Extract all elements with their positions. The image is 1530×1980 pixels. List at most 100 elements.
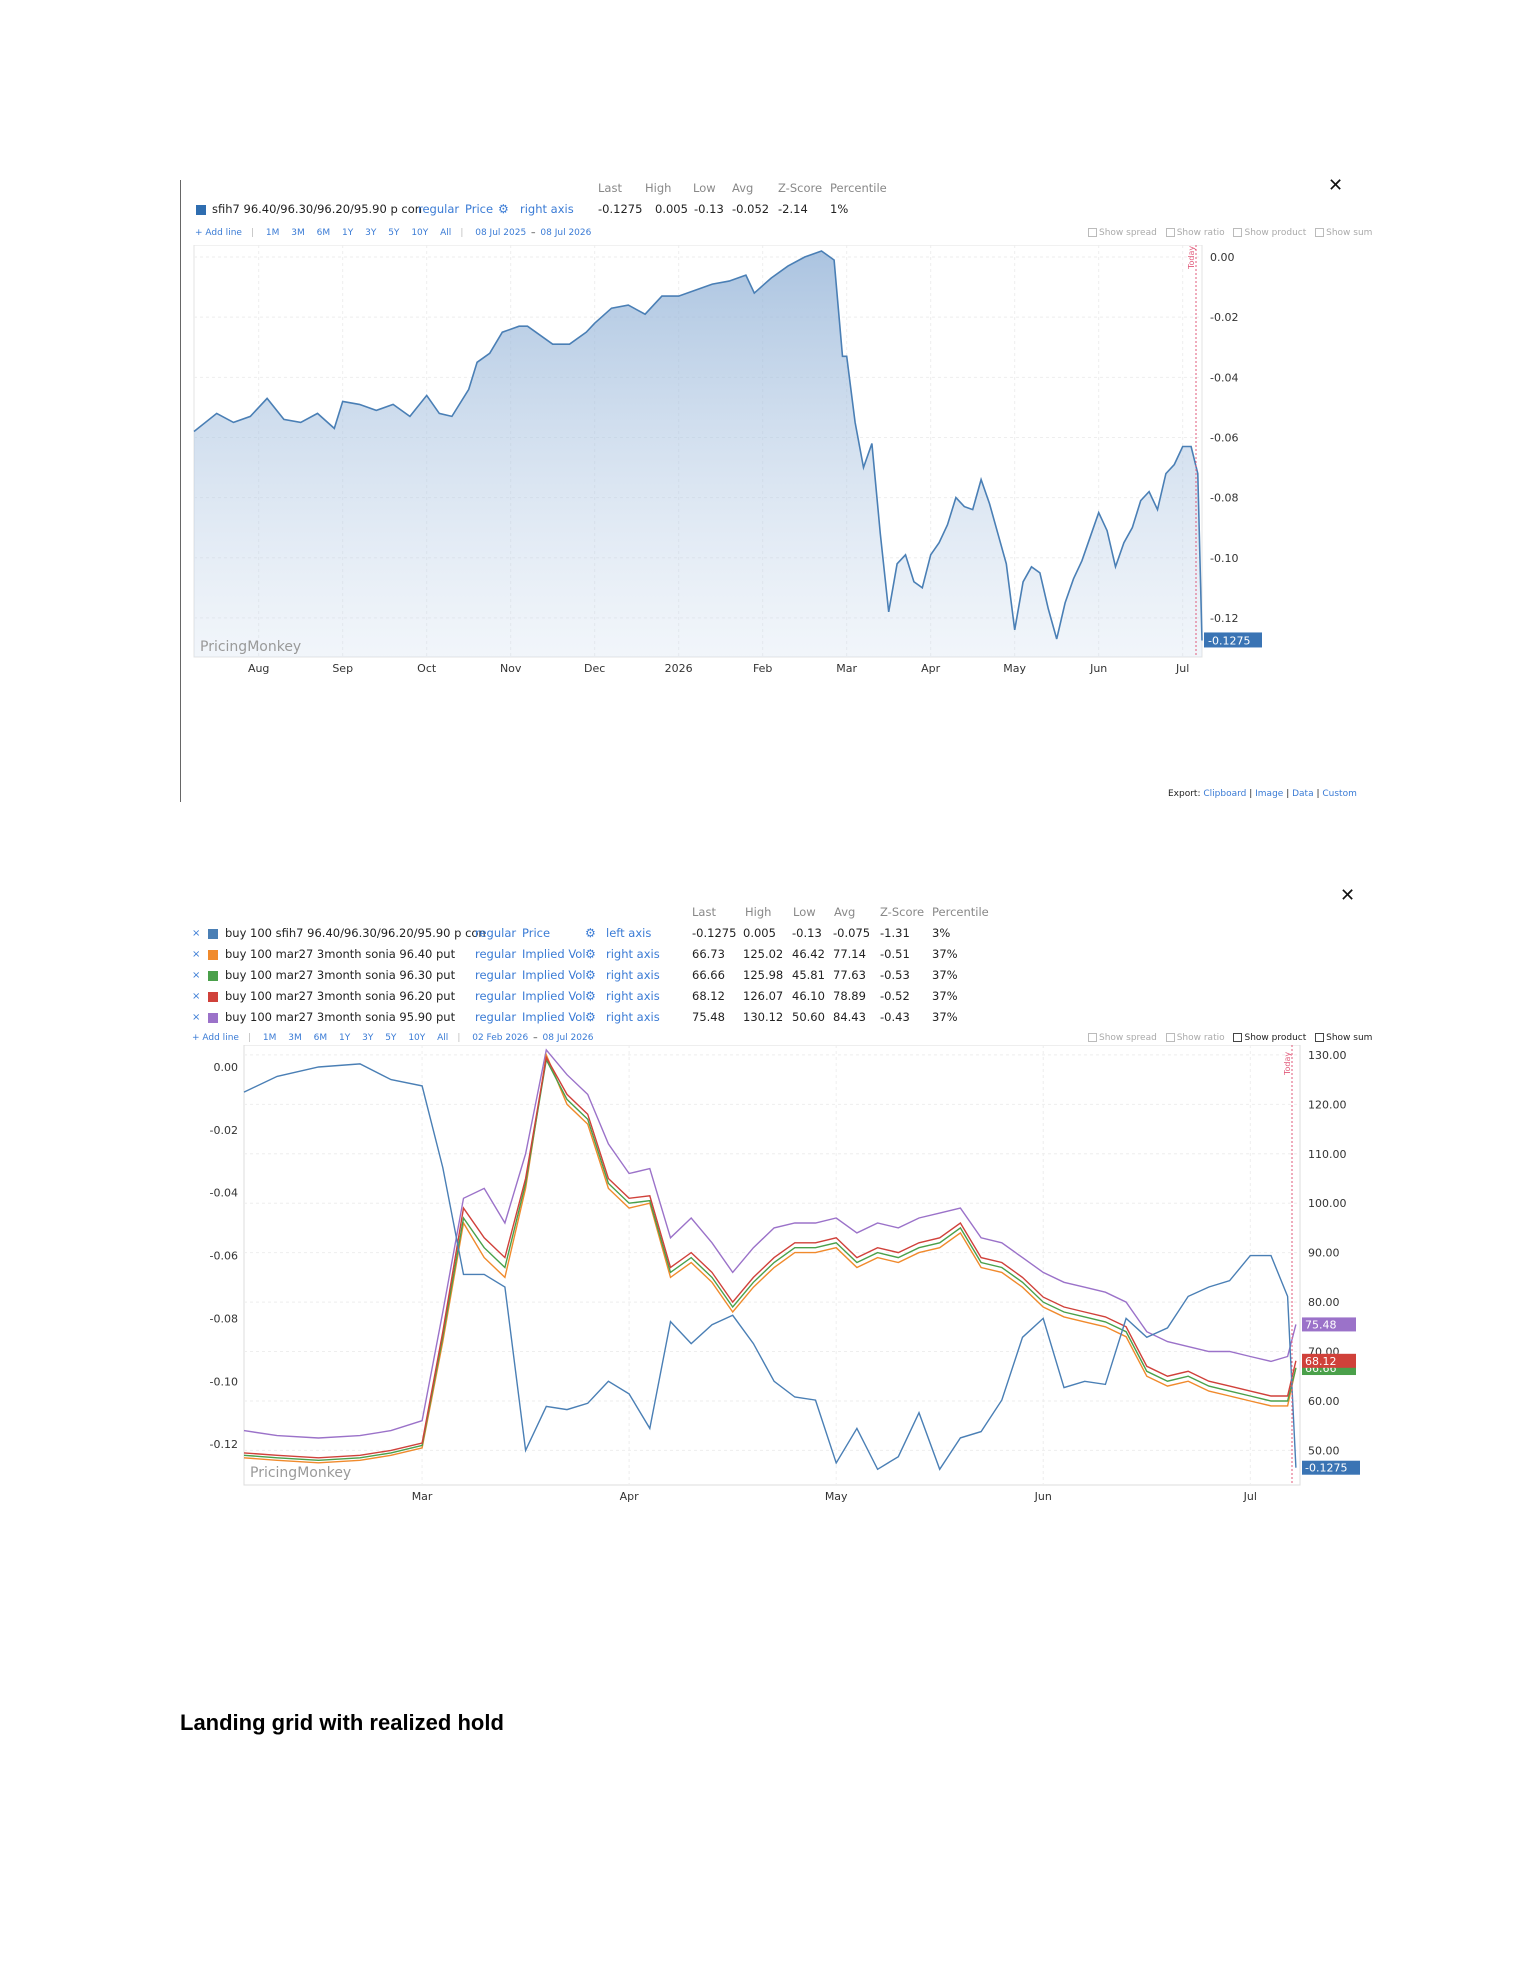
show-product-checkbox[interactable]: Show product [1233, 228, 1306, 238]
gear-icon[interactable]: ⚙ [585, 989, 596, 1003]
show-sum-checkbox[interactable]: Show sum [1315, 228, 1372, 238]
display-options: Show spread Show ratio Show product Show… [1082, 228, 1372, 238]
stat-avg: 77.14 [833, 947, 866, 961]
gear-icon[interactable]: ⚙ [585, 947, 596, 961]
right-y-tick-label: 80.00 [1308, 1296, 1340, 1309]
series-color-swatch [208, 992, 218, 1002]
range-10y-button[interactable]: 10Y [411, 228, 429, 238]
stat-high: 125.98 [743, 968, 784, 982]
gear-icon[interactable]: ⚙ [498, 202, 509, 216]
gear-icon[interactable]: ⚙ [585, 926, 596, 940]
export-clipboard-link[interactable]: Clipboard [1203, 789, 1247, 799]
export-image-link[interactable]: Image [1255, 789, 1284, 799]
add-line-button[interactable]: + Add line [195, 228, 242, 238]
series-measure-link[interactable]: Price [522, 926, 551, 940]
stat-avg: 77.63 [833, 968, 866, 982]
series-mode-link[interactable]: regular [475, 1010, 517, 1024]
series-axis-link[interactable]: right axis [606, 968, 660, 982]
stat-zscore: -0.53 [880, 968, 910, 982]
header-low: Low [793, 905, 816, 919]
series-mode-link[interactable]: regular [475, 989, 517, 1003]
range-1m-button[interactable]: 1M [262, 1033, 277, 1043]
series-color-swatch [196, 205, 206, 215]
range-3y-button[interactable]: 3Y [362, 1033, 374, 1043]
series-axis-link[interactable]: right axis [606, 947, 660, 961]
range-1y-button[interactable]: 1Y [341, 228, 354, 238]
series-axis-link[interactable]: right axis [606, 989, 660, 1003]
gear-icon[interactable]: ⚙ [585, 968, 596, 982]
x-tick-label: Aug [248, 662, 269, 675]
range-3m-button[interactable]: 3M [288, 1033, 302, 1043]
display-options: Show spread Show ratio Show product Show… [1082, 1033, 1372, 1043]
header-zscore: Z-Score [880, 905, 925, 919]
gear-icon[interactable]: ⚙ [585, 1010, 596, 1024]
export-bar: Export: Clipboard | Image | Data | Custo… [1168, 789, 1357, 799]
show-sum-checkbox[interactable]: Show sum [1315, 1033, 1372, 1043]
series-color-swatch [208, 1013, 218, 1023]
date-to[interactable]: 08 Jul 2026 [542, 1033, 594, 1043]
range-6m-button[interactable]: 6M [316, 228, 331, 238]
date-from[interactable]: 02 Feb 2026 [472, 1033, 529, 1043]
y-tick-label: -0.10 [1210, 552, 1238, 565]
header-last: Last [598, 181, 622, 195]
y-tick-label: -0.08 [1210, 492, 1238, 505]
series-axis-link[interactable]: left axis [606, 926, 652, 940]
x-tick-label: Jun [1089, 662, 1107, 675]
x-tick-label: Feb [753, 662, 772, 675]
x-tick-label: Jun [1034, 1490, 1052, 1503]
range-1m-button[interactable]: 1M [265, 228, 280, 238]
multi-series-line-chart: 0.00 -0.02 -0.04 -0.06 -0.08 -0.10 -0.12 130.00… [210, 1045, 1360, 1503]
x-tick-label: Apr [921, 662, 941, 675]
show-ratio-checkbox[interactable]: Show ratio [1165, 228, 1225, 238]
series-measure-link[interactable]: Implied Vol [522, 1010, 586, 1024]
series-measure-link[interactable]: Price [465, 202, 494, 216]
range-1y-button[interactable]: 1Y [338, 1033, 351, 1043]
series-line [243, 1057, 1297, 1462]
close-icon[interactable]: ✕ [1328, 175, 1344, 196]
range-5y-button[interactable]: 5Y [388, 228, 400, 238]
watermark: PricingMonkey [250, 1465, 351, 1481]
series-color-swatch [208, 971, 218, 981]
stat-low: 46.42 [792, 947, 825, 961]
stat-percentile: 37% [932, 1010, 958, 1024]
range-3m-button[interactable]: 3M [291, 228, 305, 238]
range-6m-button[interactable]: 6M [313, 1033, 328, 1043]
show-spread-checkbox[interactable]: Show spread [1088, 1033, 1157, 1043]
last-value-label: 75.48 [1305, 1318, 1337, 1331]
date-to[interactable]: 08 Jul 2026 [540, 228, 592, 238]
range-10y-button[interactable]: 10Y [408, 1033, 426, 1043]
header-last: Last [692, 905, 716, 919]
date-from[interactable]: 08 Jul 2025 [475, 228, 527, 238]
range-3y-button[interactable]: 3Y [365, 228, 377, 238]
series-measure-link[interactable]: Implied Vol [522, 968, 586, 982]
series-measure-link[interactable]: Implied Vol [522, 989, 586, 1003]
series-axis-link[interactable]: right axis [520, 202, 574, 216]
range-5y-button[interactable]: 5Y [385, 1033, 397, 1043]
show-spread-checkbox[interactable]: Show spread [1088, 228, 1157, 238]
remove-series-icon[interactable]: × [192, 949, 201, 960]
remove-series-icon[interactable]: × [192, 970, 201, 981]
export-custom-link[interactable]: Custom [1322, 789, 1357, 799]
series-name: sfih7 96.40/96.30/96.20/95.90 p con [212, 202, 423, 216]
range-all-button[interactable]: All [440, 228, 452, 238]
remove-series-icon[interactable]: × [192, 991, 201, 1002]
show-product-checkbox[interactable]: Show product [1233, 1033, 1306, 1043]
show-ratio-checkbox[interactable]: Show ratio [1165, 1033, 1225, 1043]
series-axis-link[interactable]: right axis [606, 1010, 660, 1024]
remove-series-icon[interactable]: × [192, 928, 201, 939]
series-mode-link[interactable]: regular [418, 202, 460, 216]
remove-series-icon[interactable]: × [192, 1012, 201, 1023]
close-icon[interactable]: ✕ [1340, 885, 1356, 906]
watermark: PricingMonkey [200, 639, 301, 655]
series-line [243, 1063, 1297, 1471]
y-tick-label: -0.06 [1210, 431, 1238, 444]
series-mode-link[interactable]: regular [475, 947, 517, 961]
series-measure-link[interactable]: Implied Vol [522, 947, 586, 961]
stat-avg: 78.89 [833, 989, 866, 1003]
series-mode-link[interactable]: regular [475, 926, 517, 940]
add-line-button[interactable]: + Add line [192, 1033, 239, 1043]
series-mode-link[interactable]: regular [475, 968, 517, 982]
range-all-button[interactable]: All [437, 1033, 449, 1043]
export-data-link[interactable]: Data [1292, 789, 1314, 799]
stat-zscore: -0.52 [880, 989, 910, 1003]
